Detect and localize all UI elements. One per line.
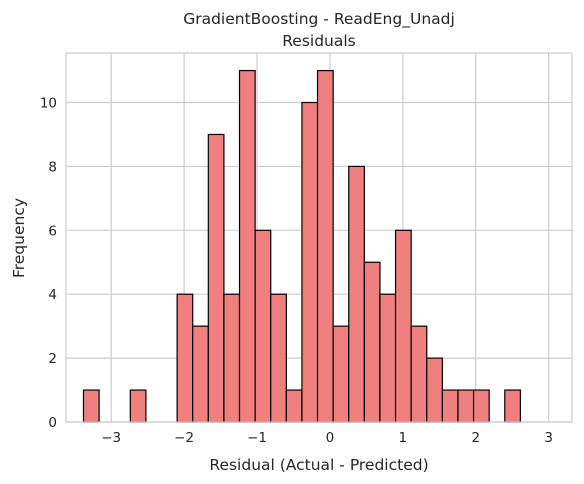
histogram-bar	[504, 389, 521, 423]
histogram-bar	[270, 293, 287, 423]
histogram-bar	[379, 293, 397, 423]
chart-subtitle: Residuals	[282, 32, 356, 50]
histogram-bar	[129, 389, 147, 423]
histogram-bars	[82, 69, 521, 423]
y-tick-label: 8	[48, 159, 57, 175]
histogram-bar	[223, 293, 241, 423]
x-tick-label: 2	[471, 430, 480, 446]
histogram-bar	[301, 101, 319, 423]
histogram-bar	[176, 293, 194, 423]
histogram-bar	[192, 325, 209, 423]
x-tick-label: 0	[326, 430, 335, 446]
histogram-bar	[394, 229, 412, 423]
x-tick-label: −2	[174, 430, 194, 446]
histogram-bar	[457, 389, 475, 423]
histogram-bar	[254, 229, 272, 423]
x-tick-label: −1	[247, 430, 267, 446]
y-tick-label: 10	[40, 96, 57, 112]
histogram-bar	[332, 325, 350, 423]
x-tick-label: 1	[399, 430, 408, 446]
x-axis-label: Residual (Actual - Predicted)	[209, 456, 428, 474]
histogram-bar	[410, 325, 428, 423]
histogram-bar	[82, 389, 100, 423]
histogram-bar	[441, 389, 459, 423]
y-axis-label: Frequency	[10, 198, 28, 278]
x-tick-label: 3	[544, 430, 553, 446]
histogram-bar	[426, 357, 443, 423]
histogram-bar	[472, 389, 490, 423]
x-tick-label: −3	[101, 430, 121, 446]
plot-frame	[65, 52, 573, 423]
chart-title: GradientBoosting - ReadEng_Unadj	[183, 10, 455, 29]
y-tick-label: 2	[48, 351, 57, 367]
y-tick-label: 0	[48, 415, 57, 431]
histogram-bar	[207, 133, 225, 423]
histogram-bar	[348, 165, 365, 423]
histogram-bar	[285, 389, 303, 423]
y-tick-labels: 0 2 4 6 8 10	[40, 96, 57, 431]
y-tick-label: 6	[48, 223, 57, 239]
x-tick-labels: −3 −2 −1 0 1 2 3	[101, 430, 553, 446]
histogram-bar	[316, 69, 334, 423]
histogram-bar	[238, 69, 256, 423]
y-tick-label: 4	[48, 287, 57, 303]
histogram-bar	[363, 261, 381, 423]
